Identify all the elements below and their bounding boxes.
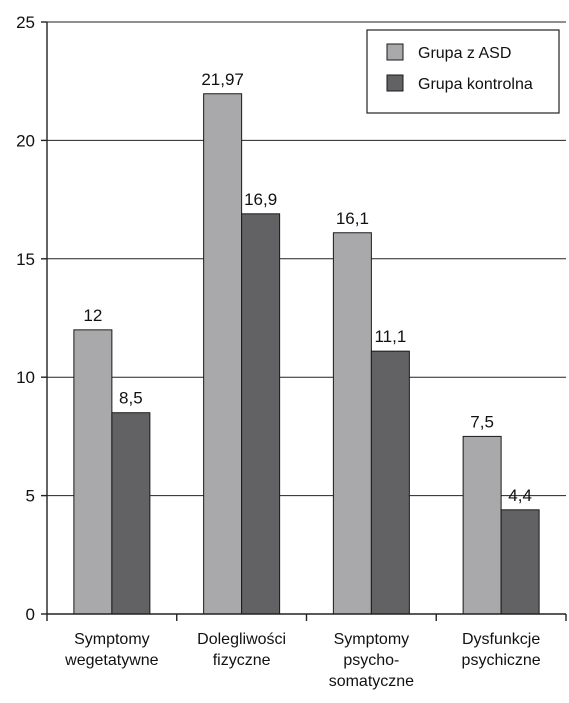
- y-tick-label: 10: [16, 368, 35, 387]
- y-tick-label: 25: [16, 13, 35, 32]
- y-tick-label: 5: [26, 487, 35, 506]
- legend-swatch: [386, 43, 404, 61]
- category-label: fizyczne: [213, 652, 271, 669]
- data-label: 16,9: [244, 190, 277, 209]
- data-label: 11,1: [374, 327, 406, 346]
- legend: Grupa z ASD Grupa kontrolna: [366, 29, 560, 114]
- data-label: 12: [83, 306, 102, 325]
- bar: [73, 329, 113, 615]
- category-label: Dysfunkcje: [462, 631, 540, 648]
- bar: [370, 350, 410, 615]
- category-label: Symptomy: [334, 631, 410, 648]
- bar: [462, 435, 502, 615]
- y-tick-label: 0: [26, 605, 35, 624]
- category-label: somatyczne: [329, 673, 414, 690]
- bar: [111, 412, 151, 615]
- axes: [41, 21, 567, 621]
- data-label: 8,5: [119, 389, 143, 408]
- legend-label: Grupa z ASD: [418, 45, 511, 62]
- y-tick-label: 20: [16, 131, 35, 150]
- bar: [241, 213, 281, 615]
- bar: [500, 509, 540, 615]
- y-tick-label: 15: [16, 250, 35, 269]
- category-label: wegetatywne: [64, 652, 158, 669]
- category-label: psycho-: [343, 652, 399, 669]
- data-label: 16,1: [336, 209, 369, 228]
- bars: [73, 93, 540, 615]
- data-label: 7,5: [470, 412, 494, 431]
- data-label: 4,4: [508, 486, 532, 505]
- category-label: psychiczne: [462, 652, 541, 669]
- category-label: Symptomy: [74, 631, 150, 648]
- data-label: 21,97: [201, 70, 244, 89]
- legend-swatch: [386, 74, 404, 92]
- legend-label: Grupa kontrolna: [418, 76, 533, 93]
- legend-box: [366, 29, 560, 114]
- category-label: Dolegliwości: [197, 631, 286, 648]
- bar: [203, 93, 243, 615]
- labels: 0 5 10 15 20 25 12 8,5 Symptomy wegetatywne 21,97 1…: [16, 13, 541, 690]
- bar: [332, 232, 372, 615]
